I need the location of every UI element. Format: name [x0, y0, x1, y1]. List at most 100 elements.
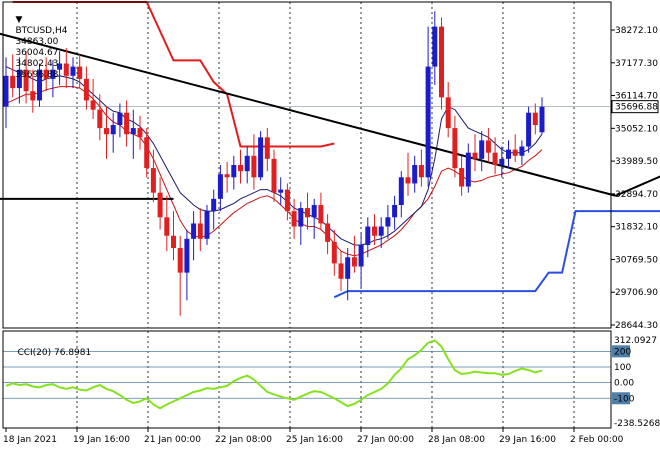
candle-body: [124, 112, 130, 135]
cci-level-tag: [612, 392, 630, 405]
candle-body: [378, 226, 384, 236]
candle-body: [16, 69, 22, 89]
candle-body: [63, 63, 69, 76]
candle-body: [445, 97, 451, 129]
time-tick-label: 18 Jan 2021: [3, 435, 57, 445]
candle-body: [452, 128, 458, 169]
candle-body: [291, 211, 297, 227]
candle-body: [311, 204, 317, 218]
support-step-line: [333, 210, 660, 299]
candle-body: [90, 100, 96, 110]
price-tick-label: 29706.90: [615, 288, 658, 298]
collapse-arrow-icon[interactable]: ▼: [15, 15, 23, 25]
price-tick-label: 36114.70: [615, 92, 658, 102]
ohlc-low: 34802.43: [15, 59, 59, 69]
time-tick-label: 19 Jan 16:00: [73, 435, 130, 445]
candle-body: [392, 204, 398, 218]
candle-body: [231, 165, 237, 178]
cci-panel-frame: [2, 330, 612, 429]
candle-body: [70, 66, 76, 76]
time-tick-label: 28 Jan 08:00: [428, 435, 485, 445]
candle-body: [405, 177, 411, 184]
candle-body: [506, 149, 511, 159]
ohlc-open: 34863.00: [15, 37, 59, 47]
candle-body: [345, 257, 351, 279]
candle-body: [284, 189, 290, 212]
candle-body: [10, 75, 16, 89]
candle-body: [184, 238, 190, 273]
candle-body: [358, 244, 364, 267]
time-tick-label: 21 Jan 00:00: [144, 435, 201, 445]
candle-body: [305, 208, 310, 218]
candle-body: [398, 177, 404, 205]
candle-body: [365, 226, 371, 245]
candle-body: [432, 26, 438, 67]
candle-body: [325, 223, 331, 242]
candle-body: [217, 174, 223, 199]
price-tick-label: 35052.10: [615, 124, 658, 134]
candle-body: [144, 137, 150, 169]
candle-body: [83, 78, 89, 101]
candle-body: [244, 155, 250, 172]
candle-body: [264, 137, 270, 159]
time-tick-label: 25 Jan 16:00: [286, 435, 343, 445]
cci-level-tag: [612, 345, 630, 358]
candle-body: [30, 91, 36, 101]
current-price-tag: [611, 100, 659, 114]
price-panel-frame: [2, 1, 612, 329]
candle-body: [110, 125, 116, 135]
candle-body: [499, 158, 505, 165]
candle-body: [512, 149, 518, 156]
candle-body: [57, 63, 63, 70]
candle-body: [338, 263, 344, 279]
price-tick-label: 38272.10: [615, 26, 658, 36]
candle-body: [412, 165, 418, 184]
time-tick-label: 27 Jan 00:00: [357, 435, 414, 445]
candle-body: [385, 217, 391, 227]
candle-body: [459, 168, 465, 187]
price-tick-label: 28644.30: [615, 321, 658, 331]
candle-body: [50, 69, 56, 79]
cci-tick-label: -100: [614, 394, 635, 404]
uptrend-line: [615, 175, 660, 197]
cci-header: CCI(20) 76.8981: [6, 337, 91, 370]
candle-body: [117, 112, 123, 126]
candle-body: [204, 211, 210, 239]
candle-body: [479, 140, 485, 159]
current-price-label: 35696.88: [615, 103, 658, 113]
candle-body: [439, 26, 444, 98]
candle-body: [298, 208, 304, 227]
time-tick-label: 22 Jan 08:00: [215, 435, 272, 445]
candle-body: [171, 235, 176, 249]
candle-body: [271, 158, 277, 193]
candle-body: [372, 226, 377, 236]
candle-body: [137, 128, 143, 138]
symbol-timeframe: BTCUSD,H4: [15, 26, 68, 36]
candle-body: [37, 69, 42, 101]
candle-body: [318, 204, 324, 224]
ohlc-high: 36004.67: [15, 48, 59, 58]
candle-body: [465, 152, 471, 187]
cci-line: [5, 339, 543, 410]
chart-header: ▼ BTCUSD,H4 34863.00 36004.67 34802.43 3…: [4, 4, 67, 92]
price-tick-label: 32894.70: [615, 190, 658, 200]
candle-body: [23, 69, 29, 92]
ohlc-close: 35696.88: [15, 70, 59, 80]
resistance-step-line: [12, 1, 335, 148]
candle-body: [191, 223, 197, 239]
candle-body: [539, 106, 545, 133]
candle-body: [157, 192, 163, 218]
candle-body: [130, 128, 136, 135]
candle-body: [472, 152, 478, 159]
candle-body: [418, 165, 424, 178]
candle-body: [278, 189, 284, 193]
candle-body: [224, 174, 230, 178]
candle-body: [164, 217, 170, 236]
candle-body: [211, 198, 217, 212]
candle-body: [425, 66, 431, 178]
candle-body: [177, 248, 183, 273]
cci-tick-label: 0.00: [614, 379, 634, 389]
price-tick-label: 31832.10: [615, 223, 658, 233]
